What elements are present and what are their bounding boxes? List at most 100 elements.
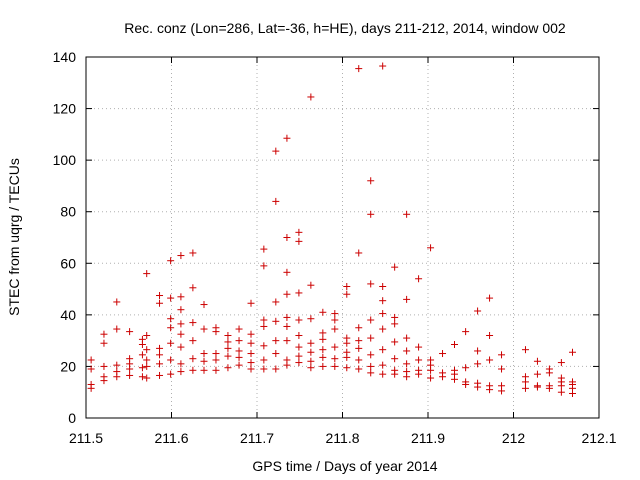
data-point [403,368,411,376]
data-point [260,322,268,330]
data-point [331,310,339,318]
data-point [533,382,541,390]
data-point [331,343,339,351]
data-point [143,331,151,339]
data-point [486,356,494,364]
data-point [367,369,375,377]
data-point [343,348,351,356]
data-point [295,343,303,351]
data-point [156,292,164,300]
data-point [177,306,185,314]
data-point [235,353,243,361]
y-tick-label: 60 [60,255,76,271]
data-point [126,355,134,363]
data-point [126,371,134,379]
x-axis-label: GPS time / Days of year 2014 [252,458,437,474]
data-point [189,366,197,374]
data-point [143,346,151,354]
data-point [379,297,387,305]
data-point [295,228,303,236]
data-point [247,299,255,307]
data-point [367,316,375,324]
data-points [87,62,576,398]
x-tick-label: 211.7 [240,430,274,446]
data-point [138,364,146,372]
data-point [212,324,220,332]
data-point [100,339,108,347]
data-point [343,282,351,290]
data-point [307,315,315,323]
data-point [138,351,146,359]
data-point [167,257,175,265]
data-point [200,357,208,365]
data-point [177,360,185,368]
data-point [177,252,185,260]
data-point [367,280,375,288]
data-point [379,325,387,333]
data-point [439,369,447,377]
data-point [167,356,175,364]
data-point [557,388,565,396]
x-tick-label: 211.8 [326,430,360,446]
data-point [212,350,220,358]
data-point [403,347,411,355]
x-tick-label: 212.1 [581,430,616,446]
data-point [557,359,565,367]
data-point [391,313,399,321]
data-point [212,356,220,364]
data-point [533,370,541,378]
data-point [200,366,208,374]
data-point [143,362,151,370]
data-point [319,346,327,354]
data-point [391,263,399,271]
data-point [462,364,470,372]
data-point [355,365,363,373]
data-point [545,382,553,390]
data-point [367,210,375,218]
data-point [498,365,506,373]
data-point [189,337,197,345]
data-point [295,289,303,297]
data-point [545,365,553,373]
data-point [247,359,255,367]
data-point [498,351,506,359]
x-tick-label: 212 [502,430,526,446]
data-point [474,379,482,387]
data-point [167,294,175,302]
data-point [156,351,164,359]
data-point [260,316,268,324]
data-point [379,62,387,70]
data-point [143,374,151,382]
data-point [247,365,255,373]
data-point [260,365,268,373]
data-point [260,356,268,364]
data-point [415,343,423,351]
data-point [403,360,411,368]
data-point [355,344,363,352]
chart-title: Rec. conz (Lon=286, Lat=-36, h=HE), days… [124,20,566,36]
data-point [451,341,459,349]
data-point [283,322,291,330]
data-point [167,315,175,323]
data-point [462,328,470,336]
y-tick-label: 140 [53,49,77,65]
data-point [367,351,375,359]
data-point [167,370,175,378]
data-point [138,373,146,381]
data-point [355,356,363,364]
data-point [533,357,541,365]
data-point [126,328,134,336]
x-tick-labels: 211.5 211.6 211.7 211.8 211.9 212 212.1 [69,430,617,446]
data-point [156,299,164,307]
data-point [177,343,185,351]
data-point [272,350,280,358]
data-point [379,361,387,369]
data-point [403,334,411,342]
data-point [486,382,494,390]
data-point [113,361,121,369]
data-point [177,368,185,376]
data-point [343,334,351,342]
data-point [415,356,423,364]
data-point [235,325,243,333]
data-point [189,249,197,257]
